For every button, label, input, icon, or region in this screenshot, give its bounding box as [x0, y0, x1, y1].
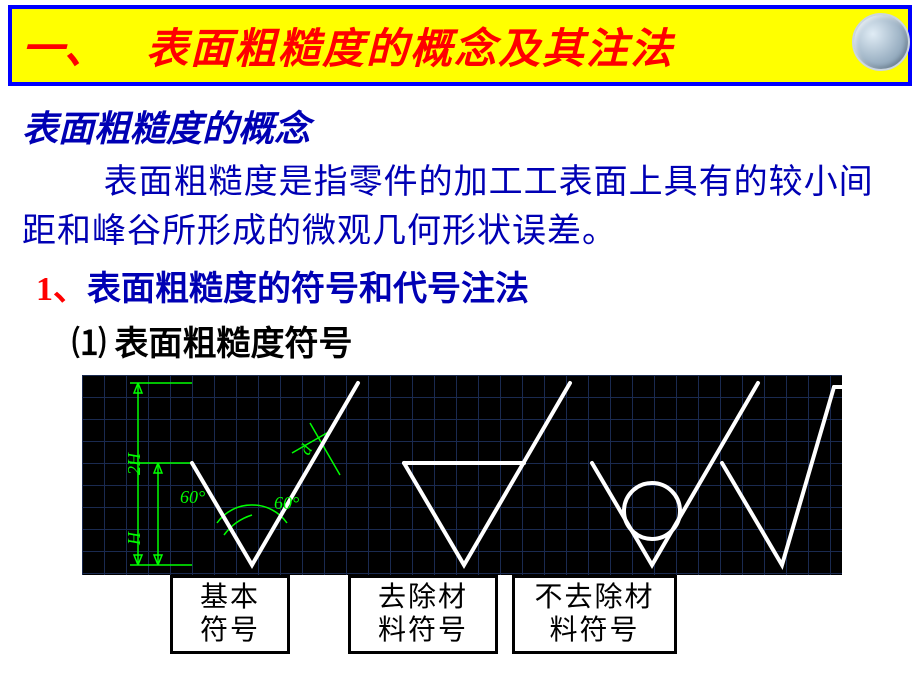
label-no-removal-line1: 不去除材	[523, 581, 666, 615]
content-area: 表面粗糙度的概念 表面粗糙度是指零件的加工工表面上具有的较小间距和峰谷所形成的微…	[0, 94, 920, 654]
point-1-1: ⑴ 表面粗糙度符号	[72, 316, 902, 365]
dimension-h-label: H	[124, 532, 145, 545]
label-removal-line1: 去除材	[359, 581, 487, 615]
subtitle: 表面粗糙度的概念	[22, 100, 902, 152]
diagram-svg	[82, 375, 842, 575]
university-logo	[852, 13, 910, 71]
section-title-text: 表面粗糙度的概念及其注法	[146, 15, 674, 76]
dimension-2h-label: 2H	[124, 453, 145, 475]
point-1-number: 1、	[36, 271, 87, 308]
point-1-text: 表面粗糙度的符号和代号注法	[87, 271, 529, 308]
label-basic-line2: 符号	[181, 614, 279, 648]
point-1-1-text: 表面粗糙度符号	[115, 326, 353, 363]
roughness-symbols-diagram: 2H H d 60° 60°	[82, 375, 842, 575]
label-no-removal-symbol: 不去除材 料符号	[512, 575, 677, 654]
label-removal-symbol: 去除材 料符号	[348, 575, 498, 654]
point-1-1-marker: ⑴	[72, 326, 106, 363]
section-number: 一、	[22, 15, 106, 76]
angle-60-left: 60°	[180, 487, 205, 508]
label-removal-line2: 料符号	[359, 614, 487, 648]
symbol-labels-row: 基本 符号 去除材 料符号 不去除材 料符号	[22, 575, 902, 654]
point-1: 1、表面粗糙度的符号和代号注法	[36, 261, 902, 310]
label-basic-symbol: 基本 符号	[170, 575, 290, 654]
definition-paragraph: 表面粗糙度是指零件的加工工表面上具有的较小间距和峰谷所形成的微观几何形状误差。	[22, 158, 902, 257]
label-no-removal-line2: 料符号	[523, 614, 666, 648]
label-basic-line1: 基本	[181, 581, 279, 615]
angle-60-right: 60°	[274, 493, 299, 514]
section-title-bar: 一、 表面粗糙度的概念及其注法	[8, 5, 912, 86]
